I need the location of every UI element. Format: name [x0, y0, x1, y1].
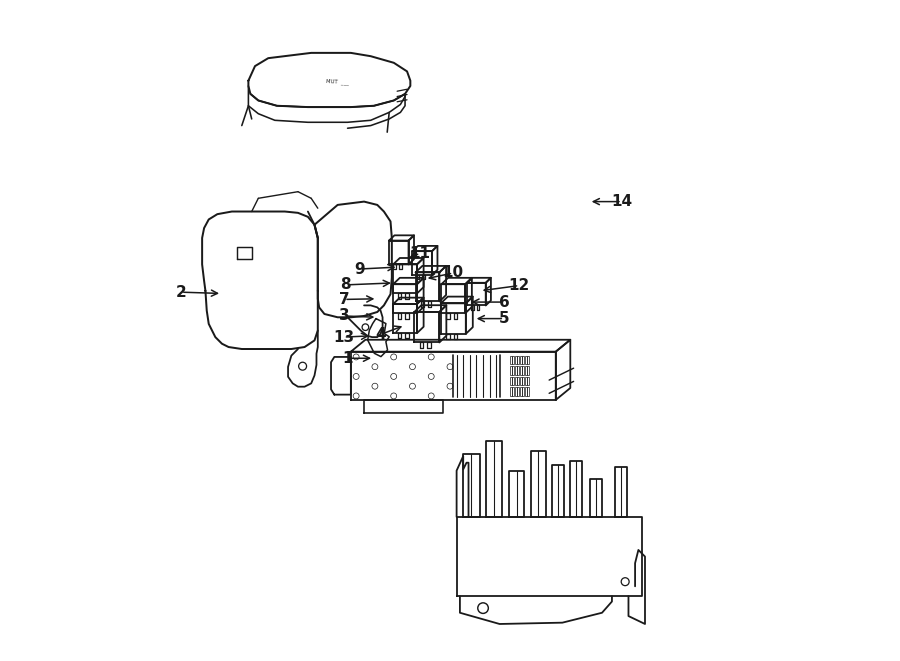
Bar — [515, 366, 517, 375]
Bar — [512, 366, 514, 375]
Bar — [525, 387, 526, 395]
Bar — [522, 377, 524, 385]
Text: 6: 6 — [499, 295, 509, 309]
Bar — [509, 356, 512, 364]
Text: 11: 11 — [410, 246, 431, 260]
Bar — [527, 366, 529, 375]
Bar — [518, 356, 519, 364]
Text: 12: 12 — [508, 278, 530, 293]
Bar — [509, 377, 512, 385]
Bar — [527, 377, 529, 385]
Bar — [518, 387, 519, 395]
Text: 1: 1 — [342, 351, 353, 366]
Bar — [522, 387, 524, 395]
Text: 2: 2 — [176, 285, 186, 299]
Text: 8: 8 — [340, 278, 351, 292]
Bar — [518, 366, 519, 375]
Bar — [518, 377, 519, 385]
Bar — [512, 377, 514, 385]
Bar — [525, 366, 526, 375]
Bar — [522, 356, 524, 364]
Bar — [525, 356, 526, 364]
Bar — [515, 377, 517, 385]
Bar — [525, 377, 526, 385]
Text: MUT  ___: MUT ___ — [326, 78, 349, 85]
Bar — [527, 387, 529, 395]
Bar — [519, 356, 522, 364]
Bar — [519, 377, 522, 385]
Text: 7: 7 — [339, 292, 349, 307]
Bar — [515, 387, 517, 395]
Bar — [519, 387, 522, 395]
Text: 10: 10 — [443, 266, 464, 280]
Bar — [512, 387, 514, 395]
Text: 13: 13 — [333, 330, 354, 344]
Bar — [509, 366, 512, 375]
Text: 3: 3 — [339, 309, 349, 323]
Text: 9: 9 — [354, 262, 364, 276]
Bar — [512, 356, 514, 364]
Bar — [527, 356, 529, 364]
Text: 4: 4 — [375, 327, 386, 342]
Text: 5: 5 — [499, 311, 509, 326]
Bar — [515, 356, 517, 364]
Bar — [522, 366, 524, 375]
Text: 14: 14 — [611, 194, 633, 209]
Bar — [509, 387, 512, 395]
Bar — [519, 366, 522, 375]
